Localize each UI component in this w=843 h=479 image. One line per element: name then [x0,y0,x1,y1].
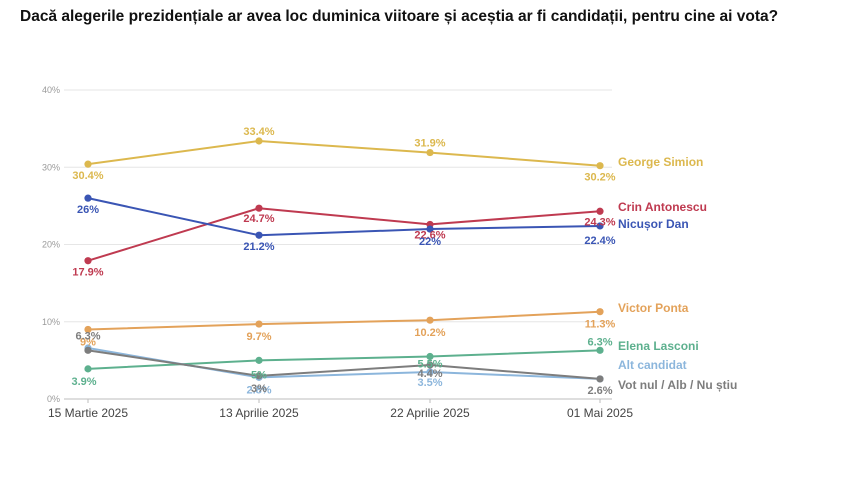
data-point-george-simion [596,162,604,170]
data-label-nicu-or-dan: 22.4% [584,235,615,247]
chart-title: Dacă alegerile prezidențiale ar avea loc… [20,8,779,25]
series-label-alt-candidat: Alt candidat [618,358,687,372]
data-label-victor-ponta: 9% [80,336,96,348]
series-line-nicu-or-dan [87,197,601,237]
data-point-vot-nul-alb-nu-tiu [255,372,263,380]
data-point-victor-ponta [84,325,92,334]
data-point-george-simion [426,148,434,157]
y-axis-ticks: 0% 10% 20% 30% 40% [42,85,60,404]
data-label-george-simion: 30.2% [584,172,615,184]
data-label-nicu-or-dan: 22% [419,236,441,248]
data-point-george-simion [84,160,92,168]
series-labels: George Simion Crin Antonescu Nicușor Dan Vi… [618,155,737,392]
data-labels: 30.4% 33.4% 31.9% 30.2% 17.9% 24.7% 22.6% 24.3%… [71,126,615,397]
data-point-vot-nul-alb-nu-tiu [426,361,434,369]
data-label-nicu-or-dan: 26% [77,204,99,216]
series-points [84,137,604,383]
data-label-vot-nul-alb-nu-tiu: 4.4% [417,368,442,380]
data-label-alt-candidat: 2.8% [246,384,271,396]
data-point-crin-antonescu [84,257,92,265]
data-label-victor-ponta: 9.7% [246,331,271,343]
data-label-vot-nul-alb-nu-tiu: 6.3% [75,330,100,342]
series-label-vot-nul-alb-nu-tiu: Vot nul / Alb / Nu știu [618,378,737,392]
data-label-crin-antonescu: 24.7% [243,213,274,225]
data-point-nicu-or-dan [84,194,92,202]
data-label-crin-antonescu: 17.9% [72,267,103,279]
series-line-george-simion [87,139,601,167]
series-line-elena-lasconi [87,349,601,370]
data-label-george-simion: 33.4% [243,126,274,138]
data-point-alt-candidat [426,368,434,376]
data-point-victor-ponta [596,308,604,316]
series-line-vot-nul-alb-nu-tiu [87,349,601,380]
x-tick-label: 22 Aprilie 2025 [390,406,470,420]
x-tick-label: 01 Mai 2025 [567,406,633,420]
series-lines [87,139,601,380]
data-label-nicu-or-dan: 21.2% [243,241,274,253]
y-tick-label: 30% [42,162,60,172]
y-tick-label: 20% [42,240,60,250]
data-label-elena-lasconi: 5.5% [417,359,442,371]
data-point-crin-antonescu [596,207,604,215]
y-tick-label: 0% [47,394,60,404]
data-point-nicu-or-dan [255,231,263,239]
data-label-crin-antonescu: 22.6% [414,229,445,241]
data-point-victor-ponta [426,316,434,324]
data-point-nicu-or-dan [426,225,434,233]
data-point-victor-ponta [255,320,263,328]
data-label-alt-candidat: 3.5% [417,377,442,389]
data-point-george-simion [255,137,263,145]
data-label-vot-nul-alb-nu-tiu: 2.6% [587,385,612,397]
data-point-crin-antonescu [255,204,263,212]
series-label-crin-antonescu: Crin Antonescu [618,200,707,214]
data-point-vot-nul-alb-nu-tiu [596,375,604,383]
series-line-victor-ponta [87,310,601,331]
data-label-vot-nul-alb-nu-tiu: 3% [251,383,267,395]
data-point-elena-lasconi [426,352,434,361]
data-label-george-simion: 31.9% [414,138,445,150]
data-point-elena-lasconi [255,356,263,364]
data-label-elena-lasconi: 5% [251,369,267,381]
y-tick-label: 10% [42,317,60,327]
data-label-crin-antonescu: 24.3% [584,216,615,228]
data-point-vot-nul-alb-nu-tiu [84,346,92,354]
data-label-elena-lasconi: 3.9% [71,376,96,388]
x-tick-label: 13 Aprilie 2025 [219,406,299,420]
series-label-george-simion: George Simion [618,155,703,169]
x-tick-label: 15 Martie 2025 [48,406,128,420]
series-label-nicu-or-dan: Nicușor Dan [618,217,689,231]
data-point-elena-lasconi [596,346,604,354]
data-label-victor-ponta: 11.3% [585,319,616,331]
series-label-victor-ponta: Victor Ponta [618,301,689,315]
data-label-george-simion: 30.4% [72,170,103,182]
series-line-crin-antonescu [87,207,601,262]
x-axis-ticks: 15 Martie 2025 13 Aprilie 2025 22 Aprilie … [48,399,633,420]
series-label-elena-lasconi: Elena Lasconi [618,339,699,353]
data-point-elena-lasconi [84,365,92,373]
data-label-elena-lasconi: 6.3% [587,336,612,348]
y-tick-label: 40% [42,85,60,95]
data-point-nicu-or-dan [596,222,604,230]
data-label-victor-ponta: 10.2% [414,327,445,339]
